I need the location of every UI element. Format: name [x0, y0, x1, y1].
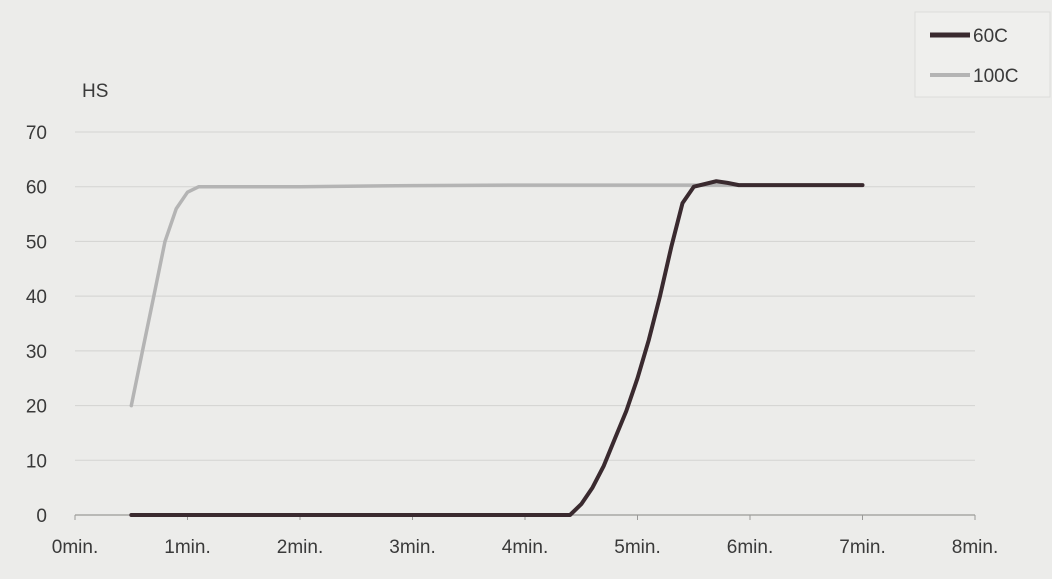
x-tick-label-5: 5min.	[614, 537, 660, 558]
x-tick-label-3: 3min.	[389, 537, 435, 558]
y-tick-label-0: 0	[36, 506, 47, 527]
legend-label-60c: 60C	[973, 26, 1008, 47]
x-tick-label-2: 2min.	[277, 537, 323, 558]
legend: 60C 100C	[914, 11, 1051, 98]
y-tick-label-20: 20	[26, 397, 47, 418]
series-lines	[129, 179, 865, 517]
y-tick-label-40: 40	[26, 287, 47, 308]
axes: 0 10 20 30 40 50 60 70 0min. 1min. 2min. 3min. 4min.…	[26, 123, 998, 558]
legend-box	[914, 11, 1051, 98]
y-tick-label-30: 30	[26, 342, 47, 363]
y-axis-title: HS	[82, 81, 108, 102]
series-line-100c	[129, 183, 752, 408]
y-tick-label-70: 70	[26, 123, 47, 144]
y-tick-label-60: 60	[26, 178, 47, 199]
x-tick-label-4: 4min.	[502, 537, 548, 558]
x-tick-label-6: 6min.	[727, 537, 773, 558]
y-tick-label-50: 50	[26, 232, 47, 253]
grid	[75, 131, 975, 461]
x-tick-label-8: 8min.	[952, 537, 998, 558]
x-tick-label-7: 7min.	[839, 537, 885, 558]
y-tick-label-10: 10	[26, 451, 47, 472]
x-tick-label-0: 0min.	[52, 537, 98, 558]
series-line-60c	[129, 179, 865, 517]
x-tick-label-1: 1min.	[164, 537, 210, 558]
legend-label-100c: 100C	[973, 66, 1018, 87]
